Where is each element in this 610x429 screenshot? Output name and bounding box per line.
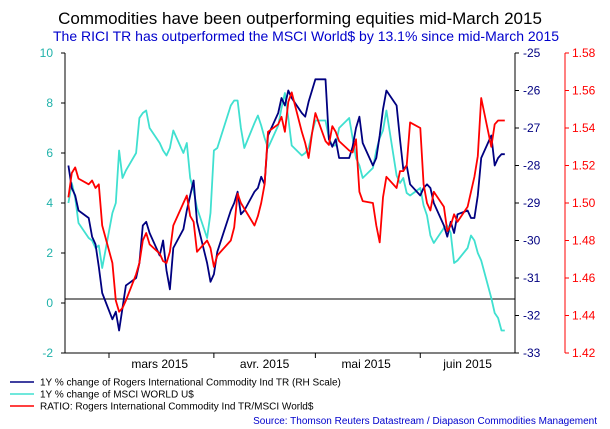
chart-title: Commodities have been outperforming equi…	[58, 9, 542, 28]
series-layer	[67, 78, 505, 332]
right1-tick-label: -29	[523, 196, 541, 210]
right-axis-ticks-1: -33 -32 -31 -30 -29 -28 -27 -26 -25	[515, 46, 541, 360]
right2-tick-label: 1.42	[572, 346, 596, 360]
x-tick-label: mai 2015	[341, 357, 391, 371]
right1-tick-label: -27	[523, 121, 541, 135]
legend-label-ratio: RATIO: Rogers International Commodity In…	[40, 402, 314, 413]
x-tick-label: juin 2015	[442, 357, 492, 371]
left-tick-label: 0	[46, 296, 53, 310]
left-axis-ticks: -2 0 2 4 6 8 10	[40, 46, 65, 360]
right1-tick-label: -25	[523, 46, 541, 60]
left-tick-label: 6	[46, 146, 53, 160]
right2-tick-label: 1.48	[572, 234, 596, 248]
chart-subtitle: The RICI TR has outperformed the MSCI Wo…	[53, 28, 559, 44]
left-tick-label: 4	[46, 196, 53, 210]
right-axis-ticks-2: 1.42 1.44 1.46 1.48 1.50 1.52 1.54 1.56 1.58	[565, 46, 596, 360]
right1-tick-label: -33	[523, 346, 541, 360]
right2-tick-label: 1.58	[572, 46, 596, 60]
left-tick-label: 10	[40, 46, 54, 60]
right2-tick-label: 1.52	[572, 159, 596, 173]
left-tick-label: 8	[46, 96, 53, 110]
x-tick-label: avr. 2015	[240, 357, 290, 371]
legend: 1Y % change of Rogers International Comm…	[10, 378, 341, 413]
legend-label-msci: 1Y % change of MSCI WORLD U$	[40, 390, 194, 401]
legend-label-rici: 1Y % change of Rogers International Comm…	[40, 378, 341, 389]
right1-tick-label: -26	[523, 84, 541, 98]
right1-tick-label: -28	[523, 159, 541, 173]
right1-tick-label: -30	[523, 234, 541, 248]
x-tick-label: mars 2015	[131, 357, 188, 371]
series-line-ratio	[67, 91, 505, 313]
right1-tick-label: -31	[523, 271, 541, 285]
left-tick-label: 2	[46, 246, 53, 260]
x-axis-ticks: mars 2015 avr. 2015 mai 2015 juin 2015	[108, 353, 492, 371]
right2-tick-label: 1.44	[572, 309, 596, 323]
left-tick-label: -2	[42, 346, 53, 360]
right2-tick-label: 1.50	[572, 196, 596, 210]
right2-tick-label: 1.46	[572, 271, 596, 285]
series-line-msci	[67, 92, 505, 332]
source-note: Source: Thomson Reuters Datastream / Dia…	[253, 416, 597, 427]
right2-tick-label: 1.54	[572, 121, 596, 135]
right1-tick-label: -32	[523, 309, 541, 323]
right2-tick-label: 1.56	[572, 84, 596, 98]
